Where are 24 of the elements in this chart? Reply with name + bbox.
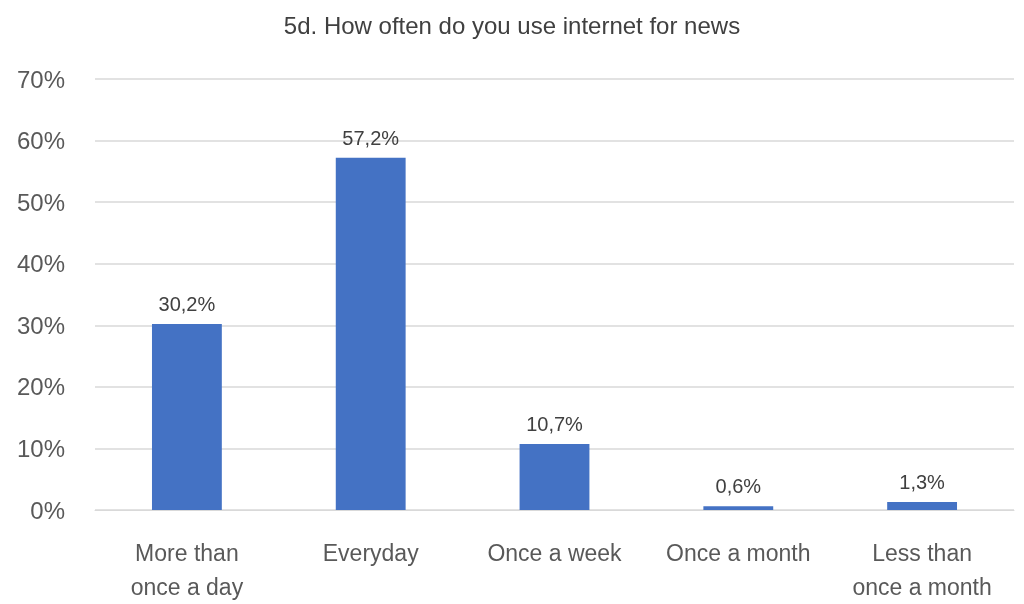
x-tick-label: Less than once a month	[852, 540, 992, 600]
y-tick-label: 50%	[16, 188, 65, 216]
data-label: 1,3%	[899, 471, 946, 493]
bar	[151, 324, 222, 510]
x-tick-label: Everyday	[322, 540, 420, 566]
x-tick-label: Once a week	[487, 540, 623, 566]
chart-title: 5d. How often do you use internet for news	[283, 11, 741, 39]
y-tick-label: 40%	[16, 250, 65, 278]
x-tick-label: Once a month	[666, 540, 811, 566]
data-label: 10,7%	[526, 413, 584, 436]
data-label: 0,6%	[715, 475, 762, 498]
bar	[703, 506, 774, 510]
bar	[887, 502, 958, 510]
y-tick-label: 0%	[30, 496, 65, 524]
y-tick-label: 70%	[16, 65, 65, 93]
y-tick-label: 10%	[16, 434, 65, 462]
y-tick-label: 60%	[16, 127, 65, 155]
y-tick-label: 30%	[16, 311, 65, 339]
bar	[335, 157, 406, 510]
x-tick-label: More than once a day	[130, 540, 244, 600]
bar	[519, 444, 590, 510]
data-label: 57,2%	[342, 126, 400, 149]
y-tick-label: 20%	[16, 373, 65, 401]
data-label: 30,2%	[158, 293, 216, 316]
